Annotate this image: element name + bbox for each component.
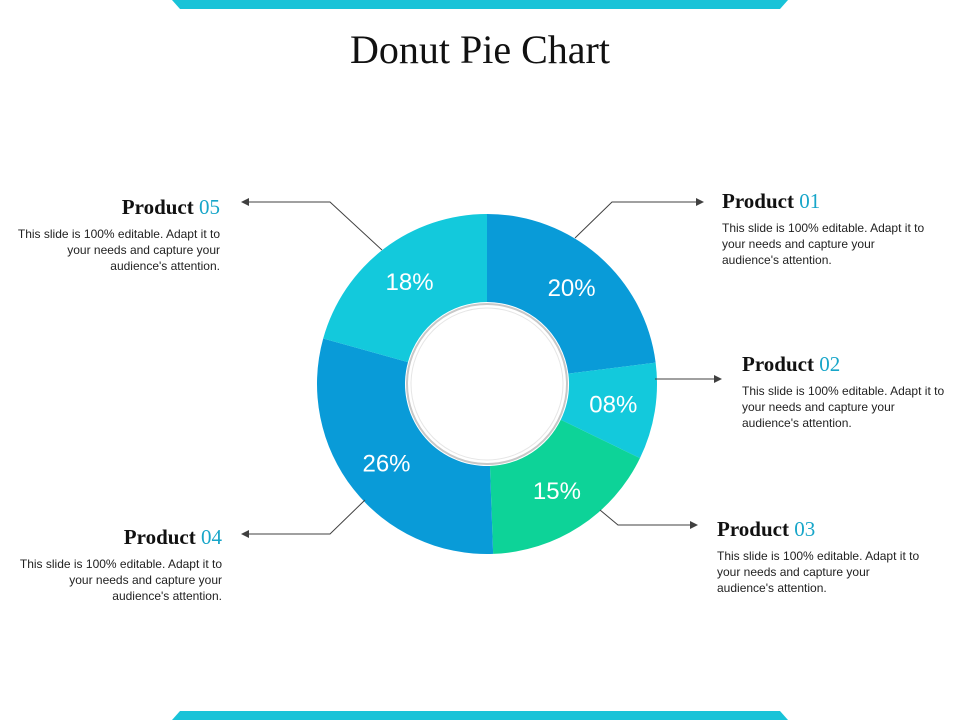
top-band: [172, 0, 788, 9]
callout-description: This slide is 100% editable. Adapt it to…: [19, 557, 222, 603]
callout-heading-number: 04: [201, 525, 222, 549]
callout-heading-number: 01: [799, 189, 821, 213]
callout-heading: Product 02: [742, 351, 952, 377]
donut-hole-ring: [410, 307, 564, 461]
donut-hole: [406, 303, 568, 465]
bottom-band: [172, 711, 788, 720]
callout-description: This slide is 100% editable. Adapt it to…: [17, 227, 220, 273]
callout-heading: Product 04: [12, 524, 222, 550]
callout-product-02: Product 02 This slide is 100% editable. …: [742, 351, 952, 431]
arrow-left-icon: [241, 198, 249, 206]
donut-slice-5: [323, 214, 487, 363]
page-title: Donut Pie Chart: [350, 27, 610, 72]
leader-line-product-03: [599, 509, 694, 526]
callout-product-05: Product 05 This slide is 100% editable. …: [10, 194, 220, 274]
callout-heading-word: Product: [121, 195, 194, 219]
callout-heading-number: 05: [199, 195, 220, 219]
callout-heading-word: Product: [742, 352, 814, 376]
callout-heading-number: 02: [819, 352, 841, 376]
leader-line-product-04: [246, 499, 366, 535]
callout-heading-word: Product: [123, 525, 196, 549]
slice-value-label: 15%: [533, 478, 581, 505]
callout-heading: Product 05: [10, 194, 220, 220]
slice-value-label: 18%: [386, 269, 434, 296]
slice-value-label: 08%: [589, 392, 637, 419]
callout-heading-word: Product: [722, 189, 794, 213]
donut-slice-3: [489, 419, 640, 554]
arrow-right-icon: [696, 198, 704, 206]
callout-heading-number: 03: [794, 517, 816, 541]
arrow-right-icon: [714, 375, 722, 383]
callout-description: This slide is 100% editable. Adapt it to…: [717, 549, 920, 595]
slice-value-label: 20%: [548, 275, 596, 302]
arrow-left-icon: [241, 530, 249, 538]
callout-heading: Product 03: [717, 516, 927, 542]
callout-product-04: Product 04 This slide is 100% editable. …: [12, 524, 222, 604]
callout-description: This slide is 100% editable. Adapt it to…: [742, 384, 945, 430]
callout-description: This slide is 100% editable. Adapt it to…: [722, 221, 925, 267]
donut-slice-4: [316, 338, 494, 554]
callout-heading-word: Product: [717, 517, 789, 541]
callout-product-03: Product 03 This slide is 100% editable. …: [717, 516, 927, 596]
leader-line-product-01: [574, 201, 700, 239]
donut-slice-2: [560, 362, 657, 459]
callout-heading: Product 01: [722, 188, 932, 214]
leader-line-product-05: [246, 201, 383, 251]
arrow-right-icon: [690, 521, 698, 529]
leader-lines: [241, 198, 722, 538]
donut-slice-1: [487, 214, 656, 374]
callout-product-01: Product 01 This slide is 100% editable. …: [722, 188, 932, 268]
slice-value-label: 26%: [362, 450, 410, 477]
